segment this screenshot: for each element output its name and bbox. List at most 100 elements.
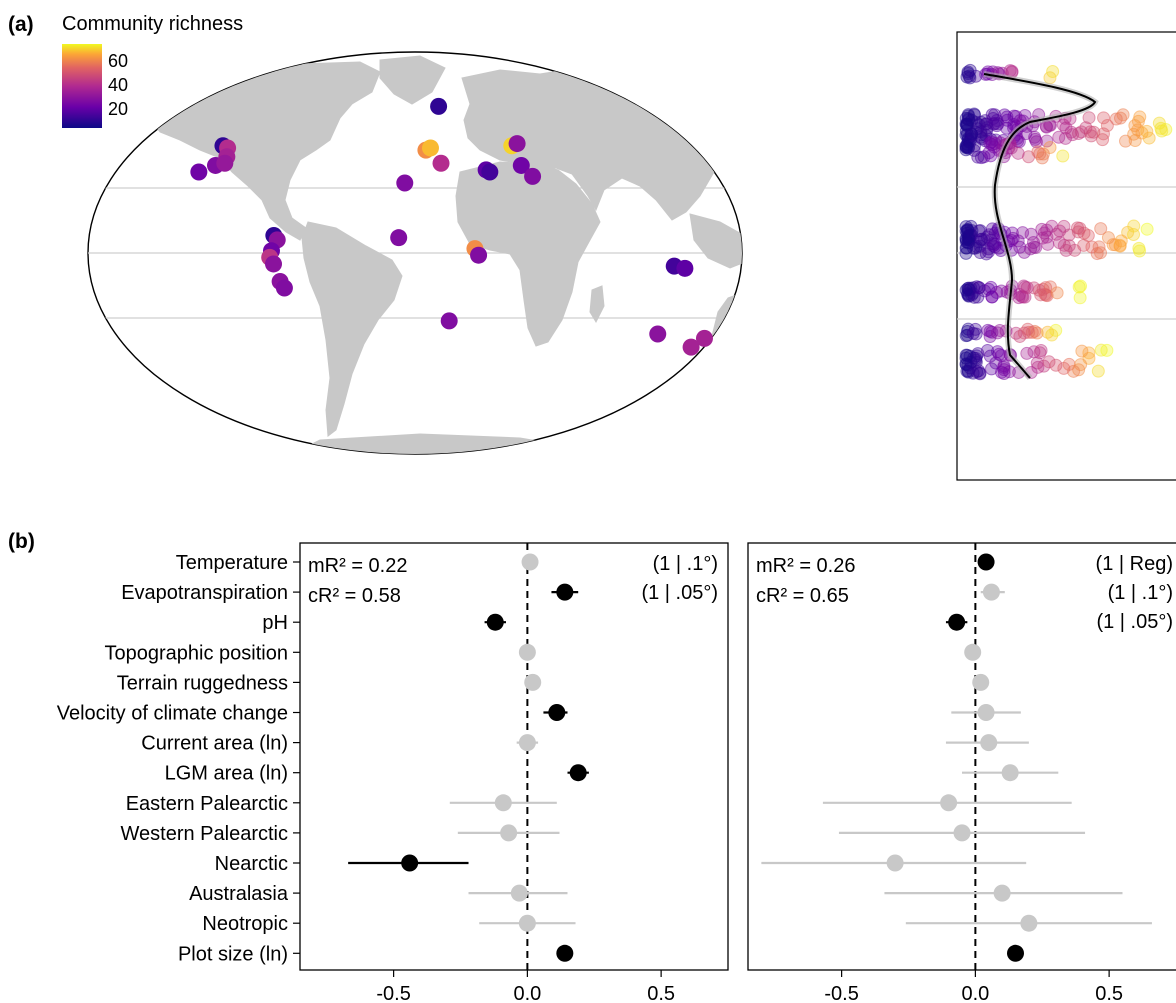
random-effect-annotation: (1 | Reg) <box>1096 553 1173 575</box>
latitude-point <box>1040 134 1054 148</box>
world-map <box>87 51 743 455</box>
latitude-point <box>1017 326 1031 340</box>
x-tick-label: 0.5 <box>647 983 675 1003</box>
coef-point <box>556 944 574 962</box>
latitude-point <box>1140 124 1154 138</box>
coef-point <box>940 794 958 812</box>
coef-point <box>569 764 587 782</box>
latitude-point <box>1067 364 1081 378</box>
latitude-point <box>1116 108 1130 122</box>
map-point <box>190 163 208 181</box>
coef-category-label: Temperature <box>176 552 288 574</box>
latitude-point <box>1043 141 1057 155</box>
map-point <box>390 229 408 247</box>
latitude-point <box>1075 344 1089 358</box>
latitude-point <box>961 236 975 250</box>
latitude-point <box>1081 229 1095 243</box>
latitude-point <box>1155 124 1169 138</box>
latitude-point <box>969 241 983 255</box>
random-effect-annotation: (1 | .1°) <box>653 553 718 575</box>
latitude-point <box>994 349 1008 363</box>
map-points <box>190 97 713 356</box>
coef-point <box>980 734 998 752</box>
r2-annotation: cR² = 0.65 <box>756 585 849 607</box>
latitude-point <box>1109 112 1123 126</box>
coef-point <box>500 824 518 842</box>
latitude-point <box>1036 147 1050 161</box>
coef-point <box>972 673 990 691</box>
map-point <box>512 156 530 174</box>
latitude-point <box>1045 328 1059 342</box>
latitude-point <box>1046 65 1060 79</box>
coef-point <box>977 553 995 571</box>
r2-annotation: cR² = 0.58 <box>308 585 401 607</box>
latitude-point <box>1127 219 1141 233</box>
map-point <box>440 312 458 330</box>
latitude-point <box>1050 286 1064 300</box>
latitude-point <box>988 116 1002 130</box>
coef-category-label: Current area (ln) <box>141 733 288 755</box>
latitude-point <box>962 113 976 127</box>
map-point <box>275 279 293 297</box>
latitude-points <box>959 63 1173 381</box>
legend-title: Community richness <box>62 13 243 35</box>
latitude-point <box>1053 224 1067 238</box>
latitude-point <box>994 284 1008 298</box>
latitude-point <box>1040 223 1054 237</box>
coef-point <box>401 854 419 872</box>
map-point <box>265 255 283 273</box>
coef-point <box>521 553 539 571</box>
latitude-point <box>1017 245 1031 259</box>
latitude-point <box>1020 281 1034 295</box>
colorbar-tick-label: 20 <box>108 99 128 119</box>
latitude-point <box>985 290 999 304</box>
latitude-point <box>966 326 980 340</box>
coef-point <box>964 643 982 661</box>
latitude-point <box>1142 131 1156 145</box>
latitude-point <box>985 135 999 149</box>
latitude-point <box>1057 361 1071 375</box>
latitude-point <box>982 146 996 160</box>
map-point <box>470 246 488 264</box>
coef-point <box>1020 914 1038 932</box>
latitude-point <box>1024 227 1038 241</box>
latitude-point <box>959 351 973 365</box>
latitude-point <box>1100 119 1114 133</box>
coef-category-label: pH <box>262 612 288 634</box>
latitude-point <box>1091 364 1105 378</box>
latitude-point <box>1049 358 1063 372</box>
map-point <box>430 97 448 115</box>
coef-point <box>556 583 574 601</box>
latitude-point <box>1062 239 1076 253</box>
latitude-point <box>962 283 976 297</box>
x-tick-label: -0.5 <box>824 983 858 1003</box>
latitude-point <box>971 150 985 164</box>
map-point <box>396 174 414 192</box>
latitude-point <box>1113 239 1127 253</box>
map-point <box>695 329 713 347</box>
latitude-point <box>1052 130 1066 144</box>
coef-point <box>953 824 971 842</box>
coef-point <box>548 704 566 721</box>
latitude-point <box>985 362 999 376</box>
latitude-point <box>1041 237 1055 251</box>
latitude-point <box>980 123 994 137</box>
latitude-point <box>1094 222 1108 236</box>
colorbar-ticks: 60 40 20 <box>108 51 128 119</box>
latitude-point <box>1101 231 1115 245</box>
coef-category-label: LGM area (ln) <box>165 763 288 785</box>
coef-point <box>518 914 536 932</box>
southeast-asia <box>689 213 742 269</box>
latitude-point <box>1029 135 1043 149</box>
x-tick-label: 0.5 <box>1095 983 1123 1003</box>
latitude-point <box>1140 222 1154 236</box>
latitude-point <box>970 365 984 379</box>
coef-category-label: Velocity of climate change <box>57 703 288 725</box>
latitude-point <box>1133 244 1147 258</box>
x-tick-label: 0.0 <box>513 983 541 1003</box>
coef-category-label: Eastern Palearctic <box>126 793 288 815</box>
latitude-point <box>960 222 974 236</box>
map-point <box>481 163 499 181</box>
latitude-point <box>1031 360 1045 374</box>
r2-annotation: mR² = 0.26 <box>756 555 855 577</box>
